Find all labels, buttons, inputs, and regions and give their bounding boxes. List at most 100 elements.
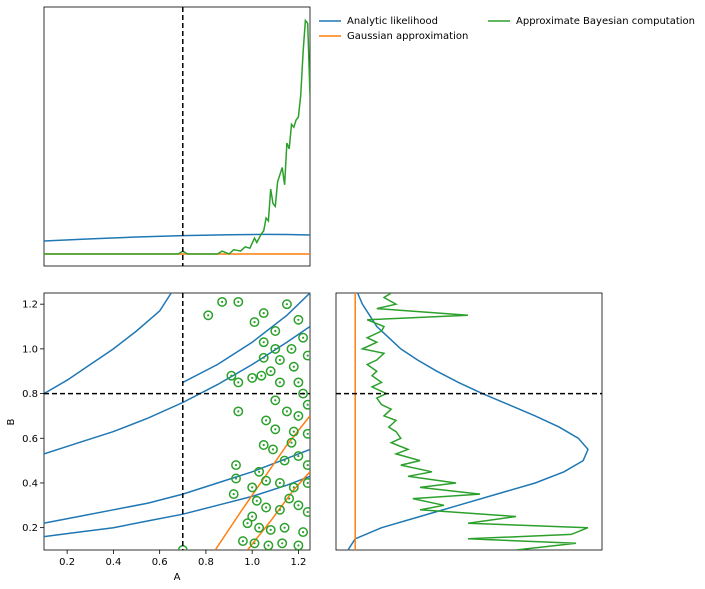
abc-contour-ring-64 [284, 493, 295, 504]
abc-contour-ring-27 [261, 415, 272, 426]
abc-contour-inner [306, 464, 309, 467]
abc-contour-inner [302, 336, 305, 339]
abc-contour-outer [258, 440, 269, 450]
abc-contour-outer [203, 310, 214, 321]
abc-contour-inner [297, 318, 300, 321]
abc-contour-ring-35 [302, 460, 310, 471]
y-tick-label: 0.2 [22, 523, 38, 534]
abc-contour-inner [207, 314, 210, 317]
abc-contour-inner [237, 381, 240, 384]
abc-contour-inner [241, 540, 244, 543]
marginal-a-frame [43, 6, 311, 267]
marginal-a-series [44, 18, 310, 255]
abc-contour-outer [302, 428, 310, 439]
legend: Analytic likelihood Gaussian approximati… [319, 16, 695, 42]
abc-contour-inner [274, 428, 277, 431]
abc-contour-inner [306, 510, 309, 514]
abc-contour-ring-37 [261, 475, 272, 486]
abc-contour-inner [251, 515, 254, 518]
abc-contour-inner [278, 508, 281, 511]
abc-contour-ring-43 [274, 504, 285, 515]
abc-contour-ring-51 [237, 536, 248, 547]
joint-contour-gaussian-approximation-contours-1 [246, 471, 310, 550]
legend-item-analytic: Analytic likelihood [319, 16, 438, 27]
abc-contour-inner [290, 441, 293, 444]
marginal-a-line-analytic-likelihood [44, 233, 310, 242]
abc-contour-ring-2 [217, 296, 228, 307]
y-tick-label: 0.4 [22, 478, 38, 489]
abc-contour-outer [293, 451, 304, 462]
abc-contour-inner [255, 499, 258, 502]
abc-contour-outer [302, 399, 310, 410]
legend-item-abc: Approximate Bayesian computation [488, 16, 695, 27]
abc-contour-outer [251, 495, 262, 506]
abc-contour-outer [231, 460, 241, 471]
y-tick-label: 1.0 [22, 344, 38, 355]
abc-contour-outer [256, 370, 267, 381]
abc-contour-ring-65 [247, 511, 258, 522]
marginal-b-frame [335, 292, 603, 551]
abc-contour-outer [288, 426, 299, 437]
abc-contour-outer [270, 343, 281, 354]
abc-contour-ring-54 [277, 538, 288, 549]
joint-contour-analytic-likelihood-contours-4 [182, 293, 310, 384]
abc-contour-outer [254, 466, 265, 477]
abc-contour-ring-4 [226, 370, 237, 381]
abc-contour-inner [237, 410, 240, 413]
abc-contour-ring-40 [302, 478, 310, 488]
abc-contour-outer [274, 478, 285, 488]
abc-contour-ring-5 [233, 377, 244, 388]
abc-contour-inner [306, 432, 309, 435]
abc-contour-inner [251, 486, 254, 489]
abc-contour-outer [279, 455, 290, 466]
abc-contour-inner [283, 526, 286, 529]
marginal-b-line-analytic-likelihood [347, 293, 589, 550]
abc-contour-ring-48 [265, 524, 276, 535]
abc-contour-inner [278, 481, 281, 485]
abc-contour-outer [302, 350, 310, 361]
abc-contour-ring-3 [233, 296, 244, 307]
abc-contour-ring-60 [302, 350, 310, 361]
abc-contour-ring-28 [270, 424, 281, 435]
abc-contour-outer [226, 370, 237, 381]
abc-contour-inner [232, 493, 235, 496]
abc-contour-ring-21 [293, 377, 304, 388]
abc-contour-inner [262, 443, 265, 447]
abc-contour-ring-59 [286, 343, 297, 354]
abc-contour-ring-31 [258, 440, 269, 450]
abc-contour-ring-58 [298, 332, 309, 343]
abc-contour-inner [246, 522, 249, 525]
abc-contour-outer [249, 317, 260, 328]
abc-contour-inner [262, 356, 265, 359]
abc-contour-inner [230, 374, 233, 377]
abc-contour-outer [258, 337, 269, 348]
abc-contour-inner [292, 430, 295, 433]
abc-contour-ring-14 [270, 326, 281, 336]
x-axis-label: A [174, 572, 181, 583]
marginal-b-line-approximate-bayesian-computation [360, 293, 589, 550]
abc-contour-ring-15 [258, 337, 269, 348]
abc-contour-ring-23 [270, 395, 281, 406]
abc-contour-inner [262, 312, 265, 315]
abc-contour-ring-56 [281, 299, 292, 310]
abc-contour-outer [288, 482, 299, 493]
abc-contour-ring-45 [302, 507, 310, 517]
abc-contour-ring-44 [293, 500, 304, 511]
abc-contour-ring-63 [247, 482, 258, 493]
abc-contour-outer [233, 296, 244, 307]
abc-contour-ring-52 [249, 538, 260, 549]
abc-contour-ring-8 [233, 406, 244, 417]
joint-panel: 0.2 0.4 0.6 0.8 1.0 1.2 0.20.40.60.81.01.2 A … [6, 292, 311, 583]
abc-contour-outer [233, 377, 244, 388]
abc-contour-inner [271, 448, 275, 451]
abc-contour-ring-49 [279, 522, 290, 533]
abc-contour-ring-30 [302, 428, 310, 439]
abc-contour-inner [265, 479, 268, 482]
abc-contour-inner [297, 381, 300, 384]
abc-contour-outer [270, 395, 281, 406]
abc-contour-outer [298, 388, 309, 399]
abc-contour-ring-18 [274, 355, 285, 365]
abc-contour-inner [253, 542, 256, 545]
joint-y-ticks: 0.2 0.4 0.6 0.8 1.0 1.2 [22, 300, 44, 534]
